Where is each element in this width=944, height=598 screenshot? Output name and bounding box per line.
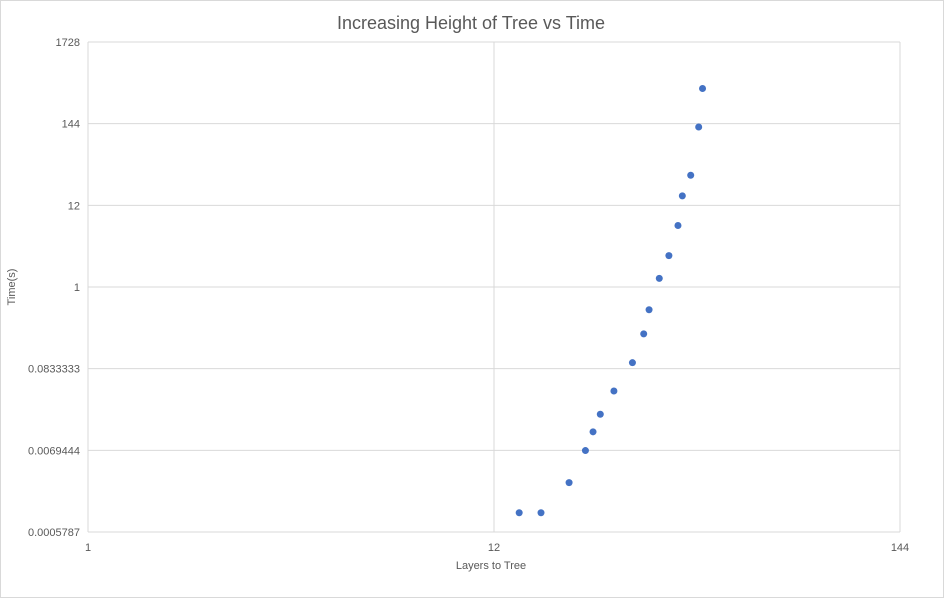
data-point: [515, 509, 523, 517]
y-tick-label: 0.0833333: [28, 364, 80, 376]
data-point: [699, 84, 707, 92]
data-point: [695, 123, 703, 131]
data-point: [640, 330, 648, 338]
y-tick-label: 1728: [56, 37, 80, 49]
x-tick-labels: 1 12 144: [85, 542, 909, 554]
chart-title: Increasing Height of Tree vs Time: [337, 13, 605, 33]
data-point: [655, 274, 663, 282]
x-tick-label: 12: [488, 542, 500, 554]
x-axis-title: Layers to Tree: [456, 560, 526, 572]
y-tick-label: 0.0005787: [28, 527, 80, 539]
data-point: [678, 192, 686, 200]
data-point: [674, 221, 682, 229]
x-tick-label: 1: [85, 542, 91, 554]
data-point: [645, 306, 653, 314]
data-point: [628, 359, 636, 367]
data-point: [665, 252, 673, 260]
y-tick-label: 144: [62, 119, 80, 131]
y-tick-label: 12: [68, 200, 80, 212]
y-tick-label: 0.0069444: [28, 445, 80, 457]
data-point: [610, 387, 618, 395]
data-point: [596, 410, 604, 418]
data-point: [589, 428, 597, 436]
x-gridlines: [87, 42, 901, 532]
y-tick-label: 1: [74, 282, 80, 294]
x-tick-label: 144: [891, 542, 909, 554]
y-tick-labels: 1728 144 12 1 0.0833333 0.0069444 0.0005787: [28, 37, 80, 539]
y-axis-title: Time(s): [6, 269, 18, 306]
data-point: [565, 479, 573, 487]
data-point: [687, 171, 695, 179]
data-point: [537, 509, 545, 517]
data-point: [581, 447, 589, 455]
data-points: [515, 84, 707, 517]
